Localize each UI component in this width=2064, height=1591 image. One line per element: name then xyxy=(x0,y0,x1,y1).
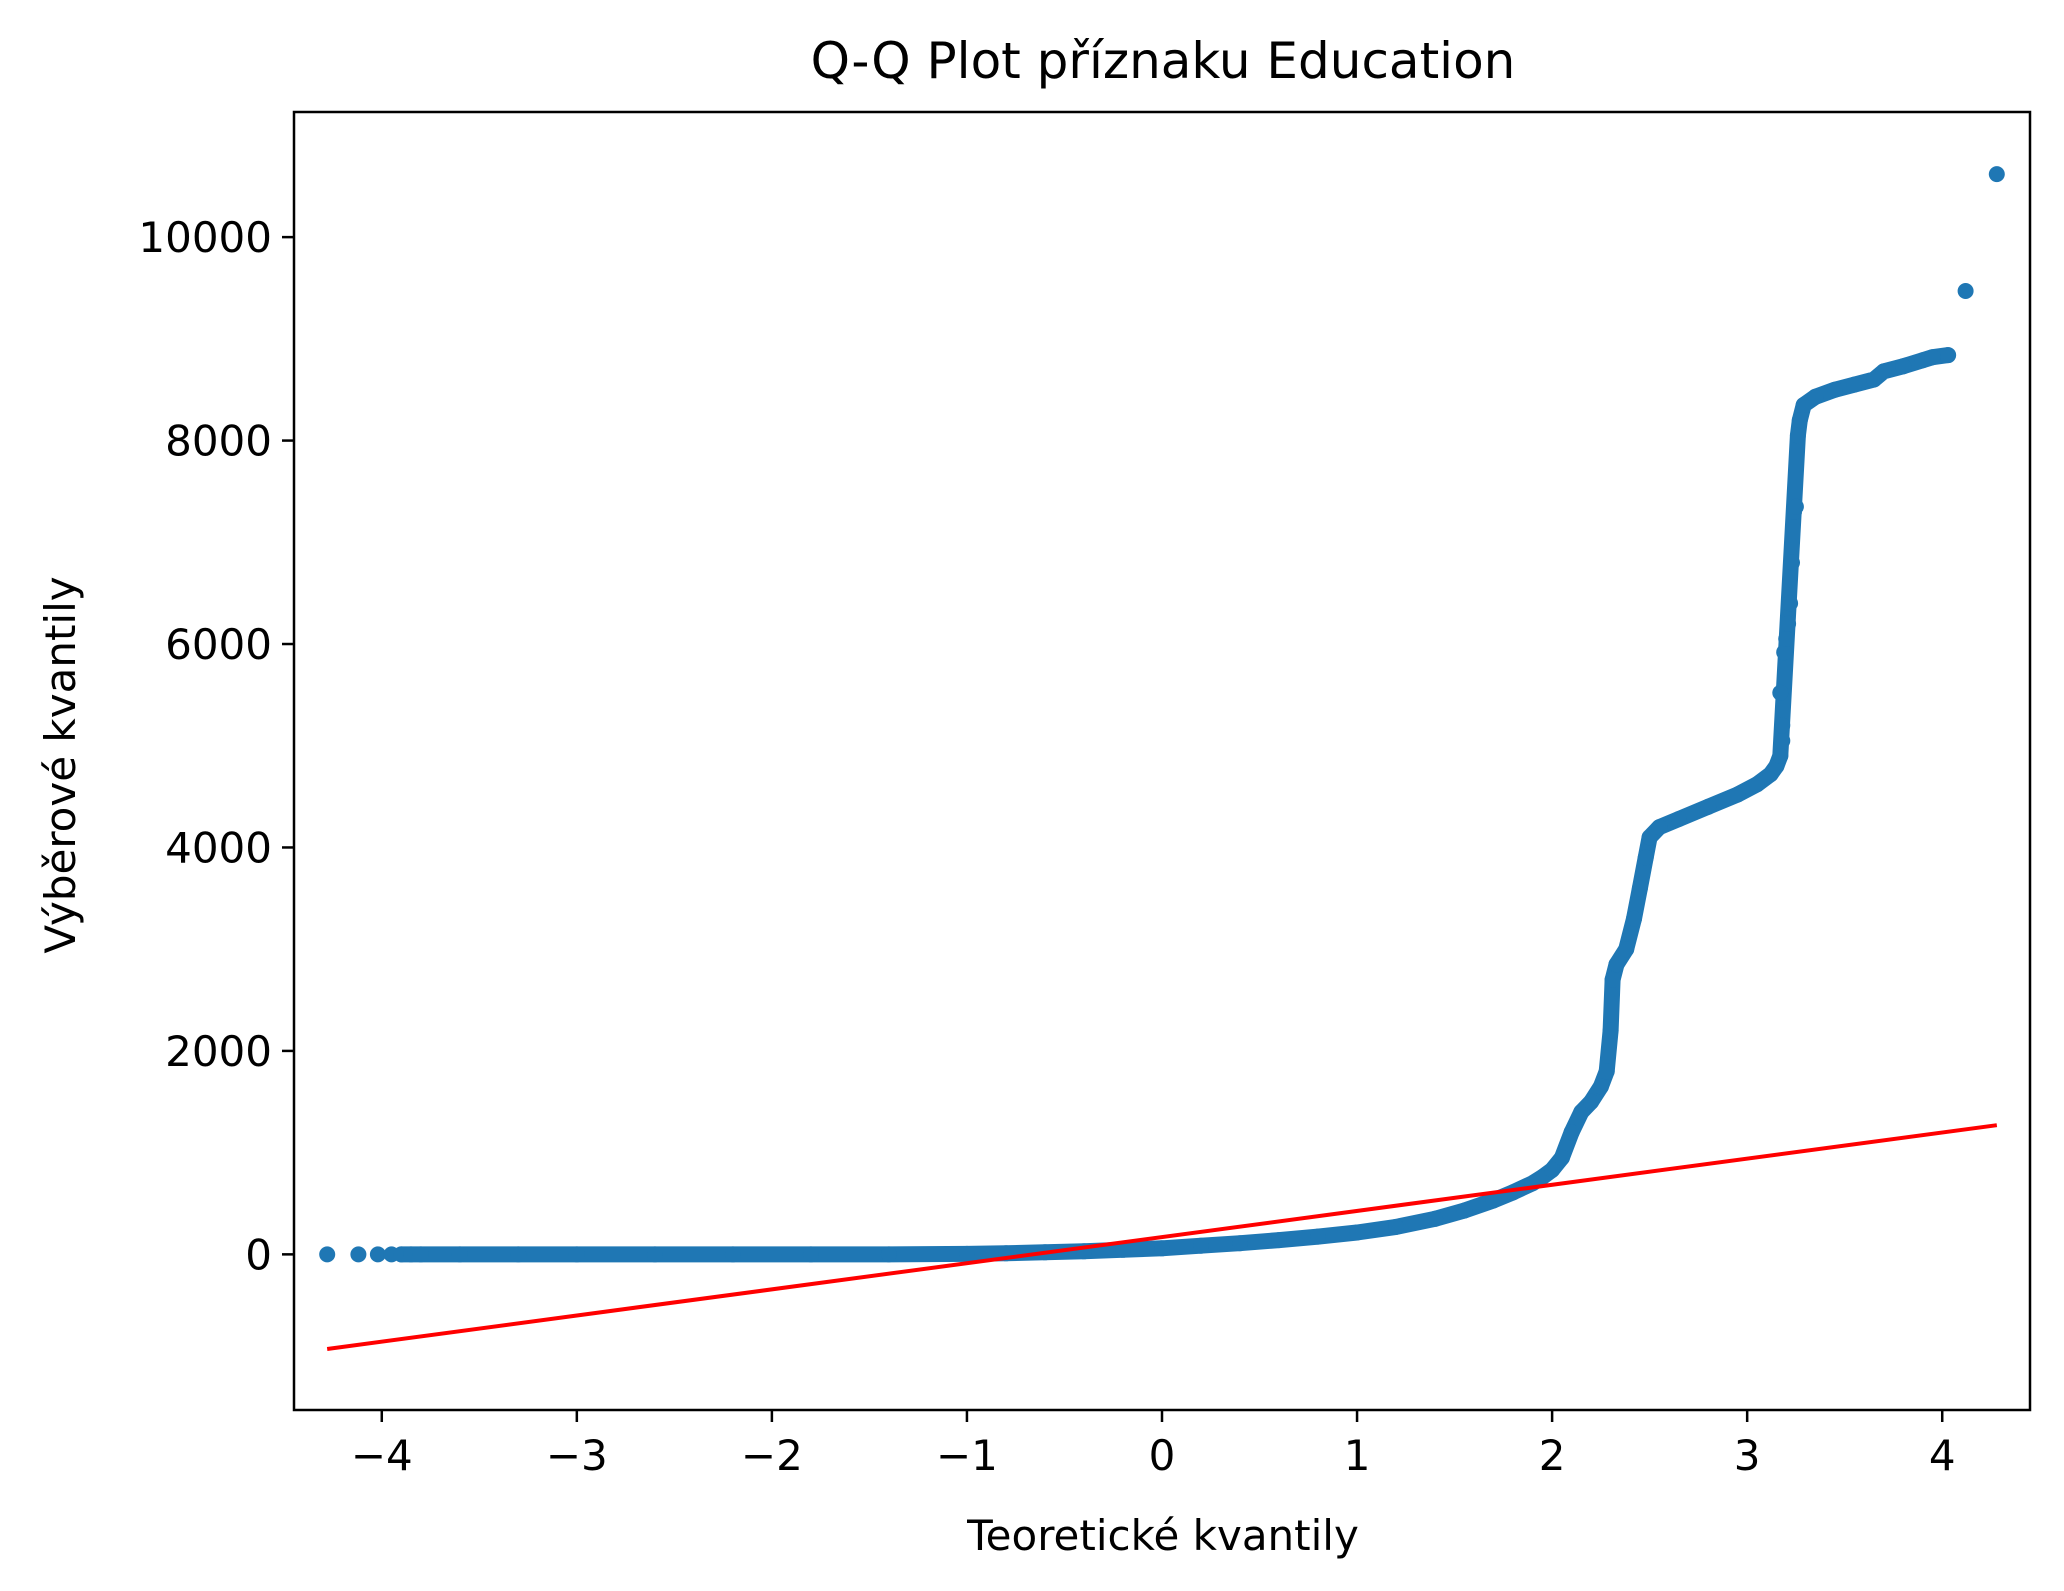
y-tick-label: 8000 xyxy=(165,417,272,466)
y-axis: 0 2000 4000 6000 8000 10000 xyxy=(138,213,294,1279)
scatter-point xyxy=(1485,1192,1502,1209)
scatter-point xyxy=(1700,798,1717,815)
scatter-point xyxy=(510,1246,527,1263)
scatter-point xyxy=(1729,786,1746,803)
scatter-point xyxy=(1780,615,1797,632)
scatter-point xyxy=(1618,941,1635,958)
scatter-point xyxy=(1807,388,1824,405)
scatter-point xyxy=(1427,1210,1444,1227)
x-tick-label: 1 xyxy=(1344,1431,1371,1480)
scatter-point xyxy=(1563,1124,1580,1141)
scatter-point xyxy=(1791,412,1808,429)
x-tick-label: −4 xyxy=(351,1431,413,1480)
y-axis-label: Výběrové kvantily xyxy=(36,576,85,953)
scatter-point xyxy=(1349,1224,1366,1241)
scatter-point xyxy=(451,1246,468,1263)
scatter-point xyxy=(646,1246,663,1263)
scatter-point xyxy=(1193,1237,1209,1254)
scatter-point xyxy=(1826,381,1843,398)
scatter-point xyxy=(1895,358,1912,375)
scatter-point xyxy=(1772,684,1789,701)
scatter-point xyxy=(1388,1218,1405,1235)
scatter-point xyxy=(1115,1241,1131,1258)
scatter-point xyxy=(369,1246,386,1263)
scatter-point xyxy=(880,1246,897,1263)
x-tick-label: −3 xyxy=(546,1431,608,1480)
scatter-point xyxy=(1670,811,1687,827)
scatter-point xyxy=(1940,347,1957,364)
scatter-point xyxy=(1784,554,1800,571)
scatter-point xyxy=(1778,630,1795,647)
scatter-point xyxy=(1583,1093,1600,1110)
scatter-point xyxy=(1776,644,1793,661)
x-tick-label: −2 xyxy=(741,1431,803,1480)
y-tick-label: 0 xyxy=(245,1230,272,1279)
x-tick-label: 2 xyxy=(1539,1431,1566,1480)
scatter-point xyxy=(1598,1063,1615,1080)
scatter-point xyxy=(1748,776,1765,793)
scatter-point xyxy=(1608,956,1625,973)
scatter-point xyxy=(1631,880,1648,897)
chart-title: Q-Q Plot příznaku Education xyxy=(811,32,1516,90)
x-tick-label: 3 xyxy=(1734,1431,1761,1480)
scatter-point xyxy=(1604,971,1621,988)
x-axis: −4 −3 −2 −1 0 1 2 3 4 xyxy=(351,1410,1956,1480)
scatter-point xyxy=(958,1245,975,1262)
x-tick-label: −1 xyxy=(936,1431,998,1480)
scatter-point xyxy=(1592,1078,1609,1095)
scatter-point xyxy=(1789,427,1806,444)
scatter-point xyxy=(1782,595,1799,612)
x-tick-label: 4 xyxy=(1929,1431,1956,1480)
scatter-point xyxy=(1271,1232,1287,1249)
scatter-point xyxy=(412,1246,429,1263)
scatter-point xyxy=(1232,1235,1248,1252)
scatter-point xyxy=(319,1246,336,1263)
x-tick-label: 0 xyxy=(1149,1431,1176,1480)
scatter-point xyxy=(1641,829,1658,846)
scatter-point xyxy=(1875,363,1892,380)
scatter-point xyxy=(1573,1103,1590,1120)
scatter-point xyxy=(802,1246,819,1263)
scatter-point xyxy=(1924,349,1941,366)
scatter-point xyxy=(568,1246,585,1263)
scatter-point xyxy=(1544,1161,1561,1178)
scatter-point xyxy=(1456,1202,1473,1219)
scatter-point xyxy=(1774,717,1791,734)
y-tick-label: 10000 xyxy=(138,213,272,262)
plot-frame xyxy=(292,110,2032,1412)
y-tick-label: 6000 xyxy=(165,620,272,669)
plot-area xyxy=(319,166,2005,1351)
scatter-point xyxy=(1310,1228,1326,1245)
scatter-point xyxy=(1795,397,1812,413)
scatter-point xyxy=(1957,283,1974,299)
y-tick-label: 4000 xyxy=(165,823,272,872)
scatter-point xyxy=(1553,1149,1570,1166)
x-axis-label: Teoretické kvantily xyxy=(966,1511,1359,1560)
y-tick-label: 2000 xyxy=(165,1027,272,1076)
scatter-point xyxy=(1154,1240,1170,1257)
scatter-point xyxy=(350,1246,367,1263)
scatter-point xyxy=(1772,747,1789,764)
scatter-point xyxy=(1651,819,1668,836)
scatter-point xyxy=(1626,910,1642,927)
scatter-point xyxy=(1988,166,2005,183)
scatter-point xyxy=(1787,498,1804,515)
scatter-point xyxy=(724,1246,741,1263)
reference-line xyxy=(326,1123,1998,1351)
scatter-point xyxy=(1637,849,1654,866)
scatter-point xyxy=(1774,732,1791,749)
scatter-point xyxy=(1602,1022,1619,1039)
scatter-point xyxy=(1846,376,1863,393)
